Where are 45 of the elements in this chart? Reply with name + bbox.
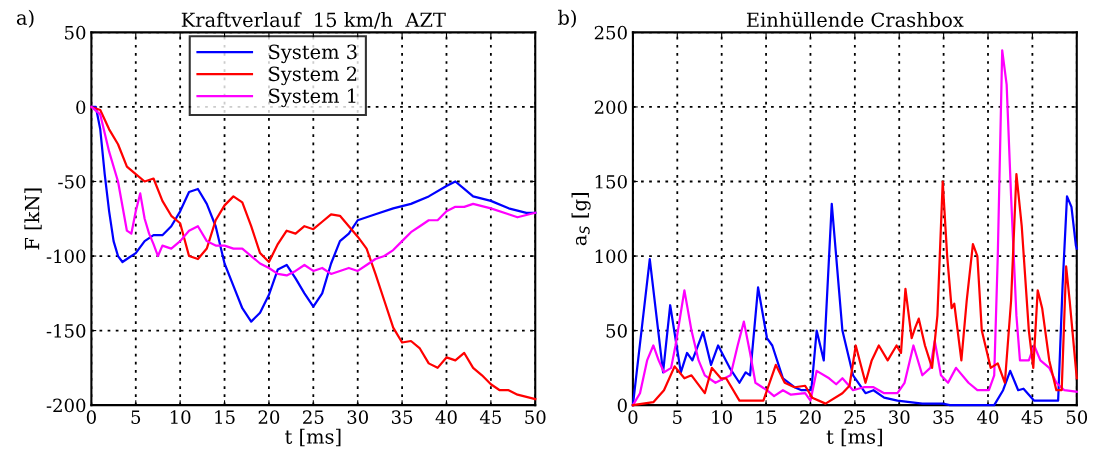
x-tick-label: 10 <box>170 410 191 424</box>
x-axis-title: t [ms] <box>826 428 882 447</box>
legend-label: System 3 <box>269 44 357 64</box>
x-axis-title: t [ms] <box>285 428 341 447</box>
y-tick-label: 50 <box>606 324 627 338</box>
x-tick-label: 25 <box>844 410 865 424</box>
x-tick-label: 50 <box>1066 410 1088 424</box>
x-tick-label: 35 <box>391 410 413 424</box>
x-tick-label: 0 <box>86 410 96 424</box>
x-tick-label: 30 <box>347 410 368 424</box>
y-axis-title: a$_{S}$ [g] <box>571 193 591 246</box>
y-tick-label: -100 <box>46 249 86 264</box>
x-tick-label: 40 <box>435 410 457 424</box>
text: b) <box>558 9 576 28</box>
x-tick-label: 45 <box>479 410 501 424</box>
y-tick-label: 250 <box>594 25 627 40</box>
y-tick-label: -150 <box>46 324 86 338</box>
x-tick-label: 15 <box>756 410 777 424</box>
x-tick-label: 5 <box>673 410 682 424</box>
y-tick-label: 200 <box>594 100 627 115</box>
x-tick-label: 30 <box>889 410 910 424</box>
x-tick-label: 50 <box>525 410 546 424</box>
x-tick-label: 25 <box>303 410 324 424</box>
y-tick-label: 50 <box>65 25 86 40</box>
y-tick-label: 0 <box>617 398 627 413</box>
legend-label: System 1 <box>269 88 356 108</box>
x-tick-label: 20 <box>800 410 821 424</box>
x-tick-label: 5 <box>131 410 141 424</box>
chart-title: Kraftverlauf 15 km/h AZT <box>181 12 446 29</box>
chart-title: Einhüllende Crashbox <box>746 11 964 28</box>
y-axis-title: F [kN] <box>24 188 42 250</box>
y-tick-label: -50 <box>58 174 86 189</box>
legend-label: System 2 <box>269 66 357 86</box>
y-tick-label: 0 <box>76 100 86 115</box>
y-tick-label: -200 <box>46 398 86 413</box>
x-tick-label: 10 <box>712 410 732 424</box>
x-tick-label: 15 <box>215 410 235 424</box>
y-tick-label: 150 <box>595 174 627 189</box>
x-tick-label: 0 <box>628 410 638 424</box>
text: a) <box>16 9 34 28</box>
x-tick-label: 45 <box>1021 410 1043 424</box>
x-tick-label: 35 <box>933 410 954 424</box>
y-tick-label: 100 <box>595 249 627 264</box>
x-tick-label: 20 <box>258 410 280 424</box>
x-tick-label: 40 <box>977 410 999 424</box>
